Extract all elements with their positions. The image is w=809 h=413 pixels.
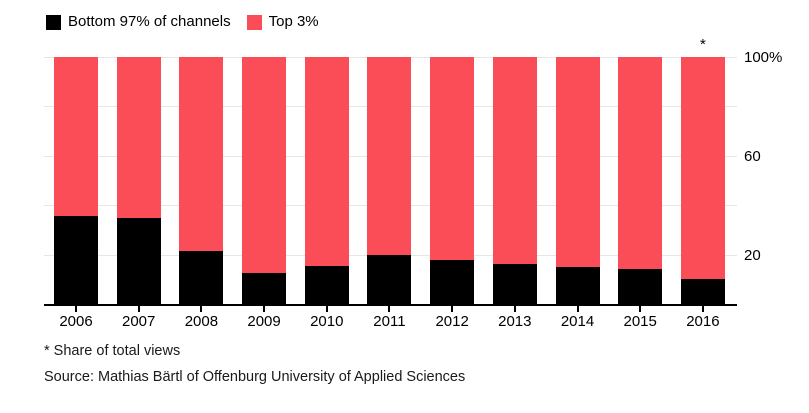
bar-segment-bottom97 (430, 259, 475, 304)
x-axis-label-2013: 2013 (498, 313, 532, 330)
bar-segment-top3 (618, 57, 663, 269)
bar-segment-bottom97 (367, 254, 412, 304)
bar-2012 (430, 57, 475, 312)
bar-2008 (179, 57, 224, 312)
bar-2016: * (680, 36, 725, 312)
bar-segment-bottom97 (618, 268, 663, 304)
bar-2006 (54, 57, 98, 312)
x-axis-tick (137, 306, 140, 312)
bar-2009 (242, 57, 287, 312)
bar-segment-top3 (555, 57, 600, 267)
plot-area: * (44, 36, 737, 312)
bar-segment-top3 (242, 57, 287, 273)
bar-segment-bottom97 (116, 218, 161, 304)
x-axis-label-2010: 2010 (310, 313, 344, 330)
bar-segment-bottom97 (555, 266, 600, 304)
x-axis-label-2012: 2012 (435, 313, 469, 330)
bar-segment-top3 (430, 57, 475, 260)
legend: Bottom 97% of channels Top 3% (46, 13, 319, 31)
legend-item-top3: Top 3% (246, 13, 319, 31)
bar-segment-top3 (116, 57, 161, 219)
x-axis-label-2014: 2014 (560, 313, 595, 330)
bar-segment-bottom97 (680, 279, 725, 304)
x-axis-tick (388, 306, 391, 312)
x-axis-label-2007: 2007 (122, 313, 156, 330)
x-axis-tick (325, 306, 328, 312)
bar-2013 (492, 57, 537, 312)
bar-2007 (116, 57, 161, 312)
x-axis-label-2016: 2016 (686, 313, 720, 330)
x-axis-tick (576, 306, 579, 312)
bar-segment-bottom97 (492, 264, 537, 304)
bar-2011 (367, 57, 412, 312)
x-axis-label-2008: 2008 (184, 313, 219, 330)
y-axis-label-100: 100% (744, 49, 783, 66)
bar-2010 (304, 57, 349, 312)
x-axis-line (44, 304, 737, 306)
x-axis-label-2006: 2006 (59, 313, 93, 330)
bar-2015 (618, 57, 663, 312)
x-axis-label-2015: 2015 (623, 313, 657, 330)
bar-segment-top3 (304, 57, 349, 267)
bar-segment-top3 (179, 57, 224, 252)
legend-swatch-top3-icon (246, 14, 262, 30)
y-axis-label-20: 20 (744, 246, 761, 264)
x-axis-tick (701, 306, 704, 312)
bar-segment-bottom97 (179, 251, 224, 304)
bar-segment-top3 (54, 57, 98, 217)
x-axis-labels: 2006 2007 2008 2009 2010 2011 2012 2013 2014 2015… (54, 313, 725, 331)
x-axis-label-2009: 2009 (247, 313, 281, 330)
bars-container: * (54, 36, 725, 312)
legend-item-bottom97: Bottom 97% of channels (46, 13, 231, 31)
bar-segment-top3 (680, 57, 725, 280)
legend-label-top3: Top 3% (268, 13, 319, 30)
y-axis-label-60: 60 (744, 147, 761, 165)
bar-segment-bottom97 (54, 216, 98, 304)
source-credit: Source: Mathias Bärtl of Offenburg Unive… (44, 369, 466, 385)
legend-label-bottom97: Bottom 97% of channels (68, 13, 231, 30)
annotation-asterisk: * (699, 36, 706, 53)
legend-swatch-bottom97-icon (46, 14, 61, 30)
x-axis-tick (513, 306, 516, 312)
footnote: * Share of total views (44, 343, 181, 359)
bar-2014 (555, 57, 600, 312)
x-axis-tick (263, 306, 266, 312)
x-axis-tick (75, 306, 77, 312)
bar-segment-bottom97 (304, 266, 349, 304)
x-axis-tick (451, 306, 454, 312)
bar-segment-bottom97 (242, 272, 287, 304)
bar-segment-top3 (367, 57, 412, 255)
x-axis-label-2011: 2011 (373, 313, 406, 330)
x-axis-tick (200, 306, 203, 312)
x-axis-tick (639, 306, 642, 312)
bar-segment-top3 (492, 57, 537, 265)
